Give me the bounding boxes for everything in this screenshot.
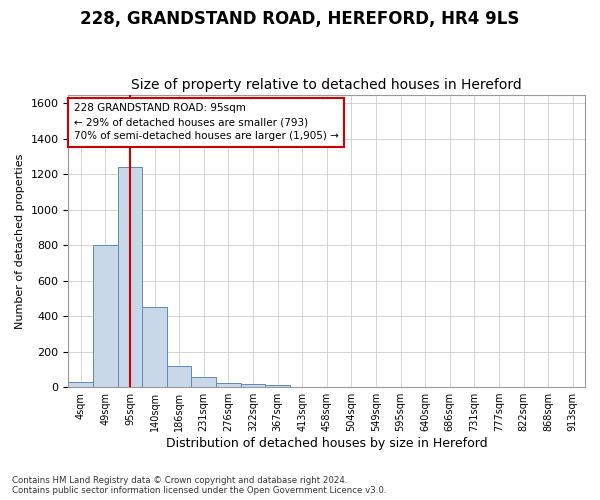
Bar bbox=[68, 382, 93, 387]
Bar bbox=[167, 366, 191, 387]
Bar bbox=[265, 386, 290, 387]
X-axis label: Distribution of detached houses by size in Hereford: Distribution of detached houses by size … bbox=[166, 437, 488, 450]
Y-axis label: Number of detached properties: Number of detached properties bbox=[15, 153, 25, 328]
Bar bbox=[241, 384, 265, 387]
Bar bbox=[216, 382, 241, 387]
Title: Size of property relative to detached houses in Hereford: Size of property relative to detached ho… bbox=[131, 78, 522, 92]
Text: 228, GRANDSTAND ROAD, HEREFORD, HR4 9LS: 228, GRANDSTAND ROAD, HEREFORD, HR4 9LS bbox=[80, 10, 520, 28]
Bar bbox=[142, 308, 167, 387]
Text: Contains HM Land Registry data © Crown copyright and database right 2024.
Contai: Contains HM Land Registry data © Crown c… bbox=[12, 476, 386, 495]
Text: 228 GRANDSTAND ROAD: 95sqm
← 29% of detached houses are smaller (793)
70% of sem: 228 GRANDSTAND ROAD: 95sqm ← 29% of deta… bbox=[74, 104, 338, 142]
Bar bbox=[118, 167, 142, 387]
Bar bbox=[191, 378, 216, 387]
Bar bbox=[93, 246, 118, 387]
